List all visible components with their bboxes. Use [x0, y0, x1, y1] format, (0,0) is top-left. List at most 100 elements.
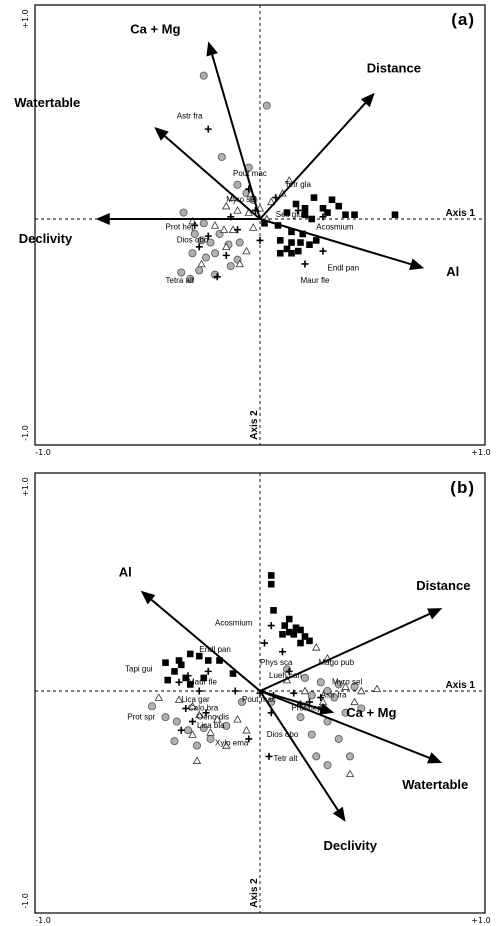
species-label: Phys sca: [260, 658, 293, 667]
sample-cross-point: [256, 236, 264, 244]
sample-cross-point: [177, 726, 185, 734]
sample-square-point: [301, 205, 309, 212]
sample-circle-point: [226, 262, 235, 271]
sample-triangle-point: [233, 715, 242, 723]
vector-label: Watertable: [14, 95, 80, 110]
sample-circle-point: [357, 704, 366, 713]
x-tick-left: -1.0: [35, 448, 51, 457]
sample-circle-point: [330, 693, 339, 702]
sample-triangle-point: [222, 201, 231, 210]
species-label: Endl pan: [199, 645, 231, 654]
sample-circle-point: [199, 724, 208, 733]
sample-circle-point: [201, 253, 210, 262]
sample-cross-point: [267, 622, 275, 630]
sample-square-point: [261, 219, 268, 227]
sample-cross-point: [204, 232, 212, 240]
sample-triangle-point: [210, 221, 220, 229]
sample-triangle-point: [174, 695, 184, 703]
species-label: Endl pan: [328, 263, 360, 272]
species-label: Maur fle: [301, 276, 330, 285]
sample-square-point: [186, 650, 194, 658]
sample-circle-point: [316, 678, 325, 687]
sample-circle-point: [312, 752, 321, 761]
sample-circle-point: [350, 682, 359, 691]
sample-square-point: [312, 237, 320, 244]
sample-circle-point: [183, 726, 192, 735]
sample-triangle-point: [195, 710, 204, 719]
sample-triangle-point: [285, 176, 294, 184]
sample-triangle-point: [188, 701, 197, 710]
species-label: Prot hep: [292, 704, 323, 713]
sample-circle-point: [161, 713, 170, 722]
sample-circle-point: [307, 691, 316, 700]
sample-square-point: [297, 626, 304, 634]
sample-circle-point: [345, 752, 354, 761]
sample-circle-point: [147, 702, 156, 711]
sample-circle-point: [199, 219, 208, 228]
sample-square-point: [175, 657, 183, 664]
vector-label: Distance: [416, 578, 470, 593]
species-label: Lueh can: [269, 671, 302, 680]
sample-cross-point: [319, 247, 327, 255]
vector-arrowhead: [409, 258, 425, 270]
sample-circle-point: [222, 721, 231, 730]
vector-label: Watertable: [402, 777, 468, 792]
sample-square-point: [279, 631, 286, 638]
vector-arrowhead: [427, 608, 443, 620]
sample-square-point: [310, 194, 318, 201]
species-label: Astr fra: [321, 691, 347, 700]
species-label: Oeno dis: [197, 712, 229, 721]
sample-cross-point: [195, 687, 203, 695]
vector-line: [259, 690, 339, 811]
sample-triangle-point: [357, 686, 366, 695]
vector-label: Ca + Mg: [346, 705, 396, 720]
species-label: Mago pub: [319, 658, 355, 667]
sample-square-point: [276, 237, 284, 244]
sample-square-point: [301, 211, 309, 219]
species-label: Prot hep: [166, 223, 197, 232]
sample-cross-point: [265, 752, 273, 760]
sample-circle-point: [210, 249, 219, 258]
sample-triangle-point: [154, 693, 163, 701]
vector-line: [211, 54, 261, 220]
vector-line: [259, 218, 412, 266]
species-label: Astr fra: [177, 111, 203, 120]
species-label: Xylo ema: [215, 739, 249, 748]
sample-square-point: [292, 624, 300, 632]
biplot-panel-a: +1.0 -1.0 -1.0 +1.0 (a) Axis 1 Axis 2 Ca + Mg Di…: [14, 4, 491, 457]
sample-triangle-point: [242, 725, 251, 734]
sample-circle-point: [179, 208, 188, 217]
vector-arrowhead: [319, 703, 335, 715]
sample-cross-point: [204, 667, 212, 675]
biplot-panel-b: +1.0 -1.0 -1.0 +1.0 (b) Axis 1 Axis 2 Al Distanc…: [21, 472, 491, 925]
sample-cross-point: [306, 698, 313, 706]
species-label: Tetra alt: [166, 276, 195, 285]
vector-line: [259, 613, 430, 692]
vector-line: [164, 135, 261, 220]
sample-square-point: [319, 205, 327, 212]
sample-triangle-point: [219, 225, 229, 233]
sample-square-point: [290, 631, 298, 638]
panel-label: (a): [451, 10, 475, 29]
vector-label: Declivity: [19, 231, 73, 246]
y-tick-top: +1.0: [21, 477, 30, 496]
sample-circle-point: [307, 730, 316, 739]
vector-label: Distance: [367, 61, 421, 76]
sample-cross-point: [191, 221, 199, 229]
sample-cross-point: [261, 639, 268, 647]
species-label: Lica bla: [197, 721, 225, 730]
species-label: Pout mac: [242, 695, 276, 704]
sample-square-point: [200, 674, 208, 682]
sample-triangle-point: [242, 246, 251, 255]
sample-circle-point: [233, 180, 242, 189]
sample-cross-point: [279, 648, 286, 656]
sample-circle-point: [186, 274, 195, 283]
species-label: Lica gar: [181, 695, 210, 704]
sample-square-point: [285, 615, 293, 623]
sample-circle-point: [323, 687, 332, 696]
sample-square-point: [328, 196, 336, 204]
sample-triangle-point: [345, 769, 355, 778]
sample-circle-point: [217, 152, 226, 161]
sample-triangle-point: [235, 259, 244, 268]
vector-line: [259, 690, 430, 759]
